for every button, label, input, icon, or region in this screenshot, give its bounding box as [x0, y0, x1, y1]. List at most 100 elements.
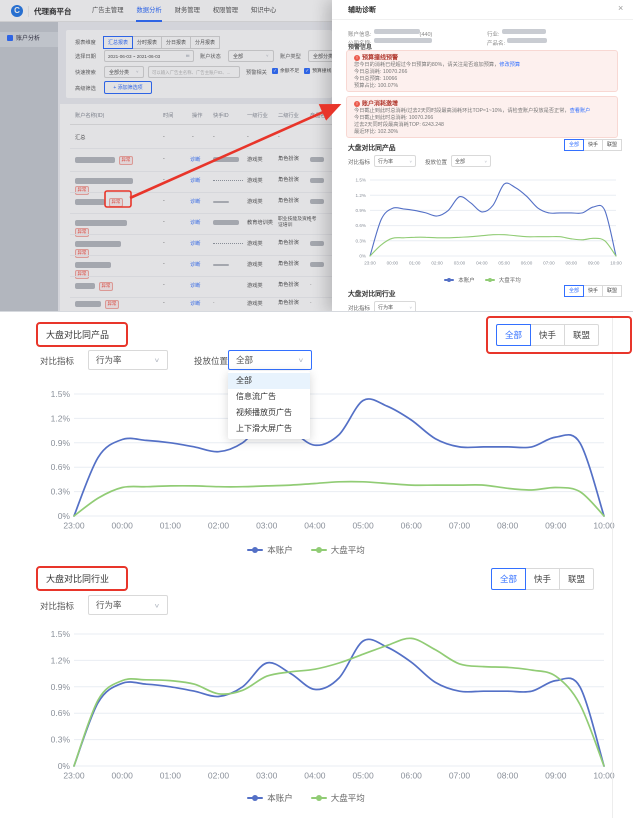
industry-l1: 游戏类	[247, 283, 263, 289]
add-filter-button[interactable]: + 添加筛选项	[104, 81, 152, 94]
svg-text:1.5%: 1.5%	[356, 178, 366, 183]
nav-item[interactable]: 广告主管理	[92, 7, 124, 14]
svg-text:1.5%: 1.5%	[51, 389, 71, 399]
segment-button-union[interactable]: 联盟	[602, 139, 623, 151]
svg-text:1.2%: 1.2%	[51, 413, 71, 423]
chevron-down-icon: ∨	[409, 305, 412, 309]
position-select[interactable]: 全部 ∨	[228, 350, 312, 370]
redacted-account-name	[75, 220, 127, 226]
drawer-chart-legend: 本账户 大盘平均	[332, 276, 633, 284]
svg-text:06:00: 06:00	[401, 521, 423, 531]
industry-l1: 游戏类	[247, 199, 263, 205]
segment-button-all[interactable]: 全部	[564, 139, 585, 151]
report-dim-tab[interactable]: 汇总报表	[103, 36, 134, 49]
svg-text:0%: 0%	[359, 254, 366, 259]
svg-text:0%: 0%	[58, 761, 71, 771]
svg-text:1.5%: 1.5%	[51, 629, 71, 639]
svg-text:23:00: 23:00	[63, 771, 85, 781]
industry-l1: 游戏类	[247, 241, 263, 247]
svg-text:10:00: 10:00	[593, 521, 615, 531]
segment-button-kuaishou[interactable]: 快手	[583, 139, 604, 151]
drawer-metric-select[interactable]: 行为率 ∨	[374, 155, 416, 167]
dim-label: 报表维度	[75, 40, 96, 46]
segment-button-all[interactable]: 全部	[564, 285, 585, 297]
svg-text:05:00: 05:00	[352, 771, 374, 781]
svg-text:07:00: 07:00	[543, 261, 555, 266]
status-badge: 异常	[75, 228, 89, 237]
drawer-position-select[interactable]: 全部 ∨	[451, 155, 491, 167]
legend-marker-icon	[444, 278, 455, 282]
adv-label: 高级筛选	[75, 86, 96, 92]
segment-button-union[interactable]: 联盟	[559, 568, 595, 590]
overlay-mask	[0, 0, 332, 311]
dropdown-option[interactable]: 全部	[228, 373, 310, 389]
nav-item[interactable]: 知识中心	[251, 7, 277, 14]
sidebar-item-account-analysis[interactable]: 账户分析	[0, 32, 58, 47]
search-scope-select[interactable]: 全部分类 ∨	[104, 66, 144, 78]
svg-text:23:00: 23:00	[63, 521, 85, 531]
segment-button-all[interactable]: 全部	[496, 324, 532, 346]
drawer-metric-select-2[interactable]: 行为率 ∨	[374, 301, 416, 311]
legend-item[interactable]: 本账户	[444, 276, 475, 284]
nav-item[interactable]: 财务管理	[174, 7, 200, 14]
segment-button-union[interactable]: 联盟	[602, 285, 623, 297]
segment-button-kuaishou[interactable]: 快手	[583, 285, 604, 297]
redacted-account-name	[75, 262, 111, 268]
chevron-down-icon: ∨	[409, 159, 412, 163]
nav-item[interactable]: 权限管理	[212, 7, 239, 14]
dropdown-option[interactable]: 视频播放页广告	[236, 408, 292, 417]
date-range-picker[interactable]: 2021-06-03 ~ 2021-06-03 ▦	[104, 50, 194, 62]
industry-section-title: 大盘对比同行业	[46, 574, 110, 584]
legend-item[interactable]: 大盘平均	[484, 276, 521, 284]
drawer-line-chart: 0% 0.3% 0.6% 0.9% 1.2% 1.5% 23:00 00:00 01:00 02:…	[344, 172, 623, 277]
segment-button-union[interactable]: 联盟	[564, 324, 600, 346]
warning-checkbox[interactable]: ✓ 余额不足	[272, 67, 300, 74]
legend-item[interactable]: 大盘平均	[310, 544, 365, 556]
drawer-title: 辅助诊断	[348, 7, 376, 14]
redacted-id: ·	[213, 300, 215, 306]
svg-text:0.9%: 0.9%	[51, 682, 71, 692]
drawer-industry-section-title: 大盘对比同行业	[348, 291, 396, 298]
diagnose-link[interactable]: 诊断	[190, 262, 201, 268]
segment-button-kuaishou[interactable]: 快手	[530, 324, 566, 346]
segment-button-all[interactable]: 全部	[491, 568, 527, 590]
metric-select[interactable]: 行为率 ∨	[88, 350, 168, 370]
segment-button-kuaishou[interactable]: 快手	[525, 568, 561, 590]
account-status-select[interactable]: 全部 ∨	[228, 50, 274, 62]
dashboard-screenshot: C 代理商平台 广告主管理 数据分析 财务管理 权限管理 知识中心 账户分析 报表维度 …	[0, 0, 633, 312]
dropdown-option[interactable]: 信息流广告	[236, 392, 276, 401]
diagnose-link[interactable]: 诊断	[190, 283, 201, 289]
nav-item[interactable]: 数据分析	[136, 0, 162, 22]
report-dim-tab[interactable]: 分月报表	[190, 36, 221, 49]
diagnose-link[interactable]: 诊断	[190, 301, 201, 307]
redacted-product	[310, 262, 324, 267]
metric-label: 对比指标	[348, 306, 371, 312]
svg-text:1.2%: 1.2%	[51, 655, 71, 665]
industry-chart-legend: 本账户 大盘平均	[0, 792, 612, 804]
redacted-account-name	[75, 301, 101, 307]
svg-text:0.3%: 0.3%	[51, 735, 71, 745]
legend-item[interactable]: 大盘平均	[310, 792, 365, 804]
diagnose-link[interactable]: 诊断	[190, 241, 201, 247]
status-badge: 异常	[75, 186, 89, 195]
search-input[interactable]	[148, 66, 240, 78]
diagnose-link[interactable]: 诊断	[190, 220, 201, 226]
view-account-link[interactable]: 查看账户	[569, 108, 591, 115]
modify-budget-link[interactable]: 修改预算	[499, 62, 521, 69]
legend-item[interactable]: 本账户	[247, 792, 293, 804]
warning-checkbox[interactable]: ✓ 预算撞线	[304, 67, 332, 74]
sidebar: 账户分析	[0, 22, 58, 311]
dropdown-option[interactable]: 上下滑大屏广告	[236, 424, 292, 433]
close-icon[interactable]: ×	[618, 3, 624, 13]
redacted-value	[373, 38, 432, 44]
svg-text:0.9%: 0.9%	[51, 438, 71, 448]
redacted-account-name	[75, 157, 115, 163]
empty-value: -	[163, 198, 165, 204]
redacted-product	[310, 199, 324, 204]
diagnose-link[interactable]: 诊断	[190, 199, 201, 205]
metric-select-2[interactable]: 行为率 ∨	[88, 595, 168, 615]
svg-text:06:00: 06:00	[401, 771, 423, 781]
legend-item[interactable]: 本账户	[247, 544, 293, 556]
product-chart-legend: 本账户 大盘平均	[0, 544, 612, 556]
svg-text:07:00: 07:00	[449, 771, 471, 781]
